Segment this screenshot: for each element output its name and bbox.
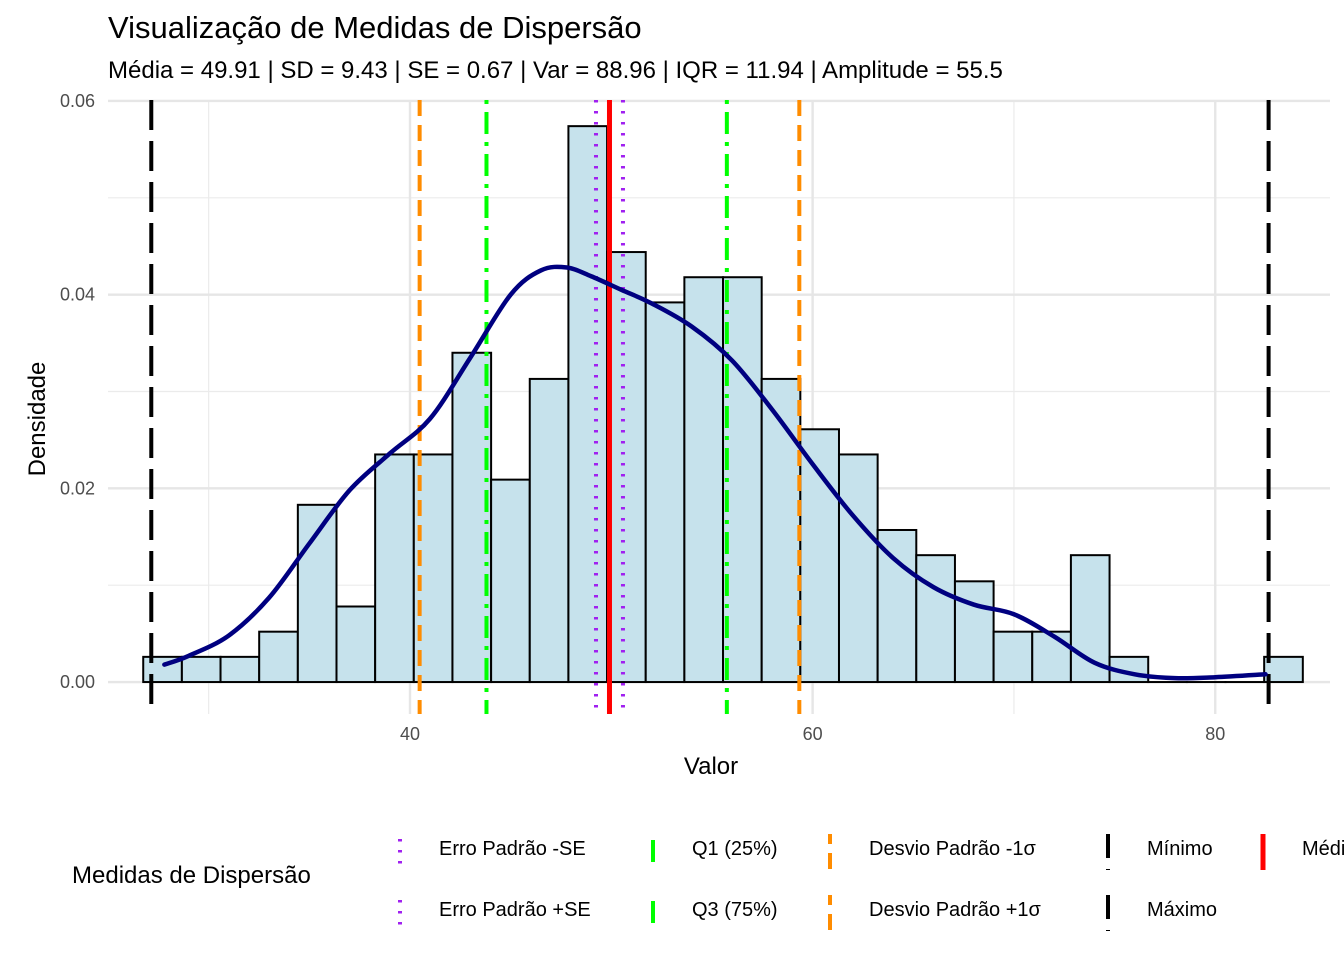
histogram-bar <box>335 605 377 684</box>
histogram-bar <box>1263 655 1304 684</box>
y-tick-label: 0.06 <box>60 91 95 111</box>
histogram-bar <box>760 377 802 684</box>
legend-label: Desvio Padrão +1σ <box>869 899 1041 921</box>
y-axis-title: Densidade <box>24 362 51 477</box>
x-tick-label: 60 <box>803 724 823 744</box>
density-curve <box>162 264 1268 681</box>
legend-label: Erro Padrão +SE <box>439 899 591 921</box>
x-axis-title: Valor <box>684 753 738 780</box>
legend-label: Máximo <box>1147 899 1218 921</box>
x-tick-label: 80 <box>1205 724 1225 744</box>
legend-label: Desvio Padrão -1σ <box>869 838 1036 860</box>
y-tick-label: 0.00 <box>60 672 95 692</box>
y-tick-label: 0.04 <box>60 285 95 305</box>
histogram-bar <box>567 125 609 684</box>
histogram-bar <box>992 630 1034 684</box>
histogram-bar <box>258 630 299 684</box>
legend-key <box>1106 895 1110 931</box>
legend-label: Q3 (75%) <box>692 899 778 921</box>
histogram-bar <box>606 251 647 684</box>
legend-key <box>398 895 402 931</box>
legend-key <box>1106 834 1110 870</box>
histogram-bar <box>1031 630 1072 684</box>
histogram-bar <box>799 428 840 684</box>
legend-key <box>651 895 655 931</box>
legend-label: Média <box>1302 838 1344 860</box>
histogram-bar <box>490 478 531 684</box>
legend-key <box>398 834 402 870</box>
y-tick-label: 0.02 <box>60 478 95 498</box>
histogram-bar <box>915 554 956 684</box>
x-tick-label: 40 <box>400 724 420 744</box>
histogram-bar <box>180 655 222 684</box>
histogram-bar <box>528 377 570 684</box>
chart-subtitle: Média = 49.91 | SD = 9.43 | SE = 0.67 | … <box>108 57 1003 84</box>
histogram-bar <box>722 276 763 684</box>
legend-label: Erro Padrão -SE <box>439 838 586 860</box>
histogram-bar <box>837 453 879 684</box>
legend-label: Q1 (25%) <box>692 838 778 860</box>
legend-key <box>651 834 655 870</box>
histogram-bar <box>219 655 261 684</box>
legend-key <box>828 895 832 931</box>
legend-title: Medidas de Dispersão <box>72 862 311 889</box>
histogram-bar <box>644 301 686 684</box>
histogram-bar <box>876 528 918 684</box>
legend-key <box>828 834 832 870</box>
legend-label: Mínimo <box>1147 838 1213 860</box>
histogram-bar <box>374 453 415 684</box>
histogram-bar <box>953 580 995 684</box>
histogram-bar <box>412 453 454 684</box>
chart-title: Visualização de Medidas de Dispersão <box>108 10 642 45</box>
legend-key <box>1260 834 1266 870</box>
